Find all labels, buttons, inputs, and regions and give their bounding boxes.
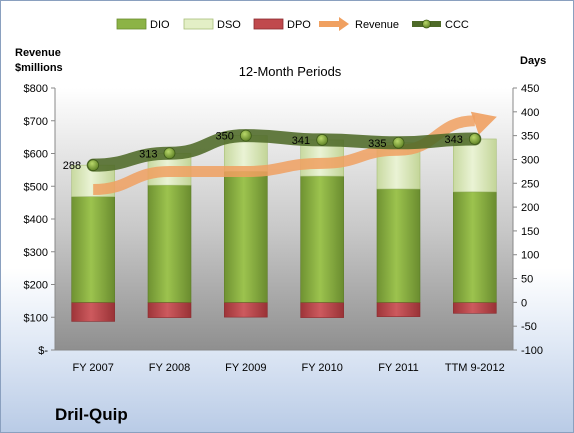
ccc-data-label: 288 (63, 160, 81, 172)
left-tick-label: $- (38, 345, 48, 357)
legend-label: DSO (217, 19, 241, 31)
dpo-bar (147, 302, 192, 318)
ccc-point (163, 147, 176, 160)
dpo-bar (224, 302, 268, 318)
category-label: FY 2008 (149, 362, 190, 374)
category-label: FY 2007 (72, 362, 113, 374)
ccc-point (392, 136, 405, 149)
legend-label: DIO (150, 19, 170, 31)
right-tick-label: 50 (521, 274, 533, 286)
left-tick-label: $200 (24, 280, 48, 292)
category-label: TTM 9-2012 (445, 362, 505, 374)
legend-label: DPO (287, 19, 311, 31)
ccc-data-label: 343 (444, 134, 462, 146)
left-tick-label: $800 (24, 83, 48, 95)
right-tick-label: 250 (521, 178, 539, 190)
left-tick-label: $100 (24, 312, 48, 324)
revenue-arrowhead (470, 111, 497, 135)
right-tick-label: 100 (521, 250, 539, 262)
left-axis-title-2: $millions (15, 62, 63, 74)
legend: DIO DSO DPO Revenue CCC (116, 17, 469, 31)
right-tick-label: -50 (521, 321, 537, 333)
right-tick-label: 400 (521, 107, 539, 119)
dpo-bar (300, 302, 344, 318)
category-label: FY 2010 (301, 362, 342, 374)
dio-bar (376, 188, 421, 303)
ccc-point (239, 129, 252, 142)
left-tick-label: $500 (24, 181, 48, 193)
dpo-bar (453, 302, 497, 314)
right-tick-label: 450 (521, 83, 539, 95)
left-tick-label: $300 (24, 247, 48, 259)
right-tick-label: 0 (521, 297, 527, 309)
dio-bar (453, 191, 497, 303)
right-tick-label: 350 (521, 131, 539, 143)
right-axis-title: Days (520, 55, 546, 67)
dpo-bar (71, 302, 115, 322)
ccc-point (316, 134, 329, 146)
ccc-data-label: 341 (292, 135, 310, 147)
left-axis-title-1: Revenue (15, 47, 61, 59)
left-tick-label: $600 (24, 149, 48, 161)
company-name: Dril-Quip (55, 405, 128, 424)
legend-label: CCC (445, 19, 469, 31)
legend-swatch (422, 19, 431, 29)
left-tick-label: $400 (24, 214, 48, 226)
category-label: FY 2011 (378, 362, 419, 374)
dio-bar (71, 196, 115, 303)
ccc-data-label: 313 (139, 148, 157, 160)
right-tick-label: 150 (521, 226, 539, 238)
chart-title: 12-Month Periods (239, 64, 342, 79)
ccc-point (87, 159, 100, 172)
dio-bar (147, 184, 192, 303)
dio-bar (224, 171, 268, 303)
right-tick-label: 300 (521, 154, 539, 166)
dio-bar (300, 175, 344, 303)
ccc-point (468, 133, 481, 145)
dso-bar (453, 138, 497, 193)
dpo-bar (376, 302, 421, 317)
left-tick-label: $700 (24, 116, 48, 128)
legend-swatch (253, 18, 284, 30)
legend-swatch (116, 18, 147, 30)
ccc-data-label: 335 (368, 138, 386, 150)
legend-swatch (339, 17, 349, 31)
legend-swatch (183, 18, 214, 30)
right-tick-label: -100 (521, 345, 543, 357)
ccc-data-label: 350 (215, 131, 233, 143)
right-tick-label: 200 (521, 202, 539, 214)
category-label: FY 2009 (225, 362, 266, 374)
legend-label: Revenue (355, 19, 399, 31)
